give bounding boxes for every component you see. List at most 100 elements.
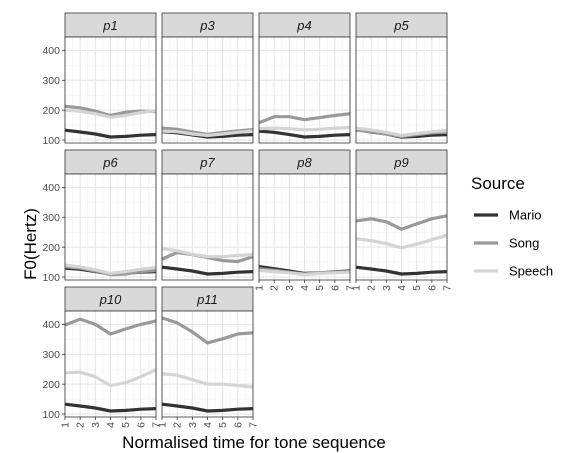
legend-label-mario: Mario <box>509 208 542 223</box>
series-line-speech <box>258 268 351 277</box>
x-tick-label: 2 <box>172 422 184 428</box>
facet-strip-label: p8 <box>296 155 312 170</box>
x-tick-label: 7 <box>248 422 260 428</box>
facet-strip-label: p3 <box>199 18 215 33</box>
x-tick-label: 7 <box>345 285 357 291</box>
x-tick-label: 5 <box>314 285 326 291</box>
x-tick-label: 2 <box>269 285 281 291</box>
panel-border <box>258 36 351 144</box>
facet-strip-label: p5 <box>393 18 409 33</box>
series-line-song <box>355 214 448 231</box>
y-tick-label: 400 <box>42 319 60 331</box>
facet-panel-p6: p6 100 200 300 400 <box>42 149 157 284</box>
facet-strip <box>355 149 448 175</box>
y-tick-label: 300 <box>42 349 60 361</box>
legend-label-speech: Speech <box>509 264 553 279</box>
series-line-song <box>258 112 351 125</box>
facet-strip-label: p4 <box>296 18 311 33</box>
panel-border <box>355 36 448 144</box>
facet-panel-p5: p5 <box>355 12 448 144</box>
x-tick-label: 6 <box>232 422 244 428</box>
facet-panel-p9: p9 1 2 3 4 5 6 7 <box>351 149 454 291</box>
facet-panel-p10: p10 100 200 300 400 1 2 3 4 5 6 7 <box>42 286 163 428</box>
legend: Source Mario Song Speech <box>471 174 553 279</box>
x-tick-label: 3 <box>187 422 199 428</box>
x-tick-label: 1 <box>254 285 266 291</box>
series-line-speech <box>258 125 351 132</box>
facet-strip <box>258 149 351 175</box>
facet-panel-p11: p11 1 2 3 4 5 6 7 <box>157 286 260 428</box>
x-tick-label: 4 <box>396 285 408 291</box>
x-tick-label: 1 <box>157 422 169 428</box>
series-line-mario <box>161 265 254 276</box>
series-line-mario <box>64 402 157 413</box>
y-tick-label: 400 <box>42 182 60 194</box>
x-tick-label: 7 <box>151 422 163 428</box>
series-line-mario <box>64 128 157 139</box>
x-tick-label: 7 <box>442 285 454 291</box>
facet-strip <box>258 12 351 38</box>
y-tick-label: 200 <box>42 242 60 254</box>
y-tick-label: 400 <box>42 45 60 57</box>
x-tick-label: 5 <box>120 422 132 428</box>
x-tick-label: 6 <box>135 422 147 428</box>
x-tick-label: 5 <box>411 285 423 291</box>
x-tick-label: 3 <box>90 422 102 428</box>
y-tick-label: 200 <box>42 379 60 391</box>
y-axis-title: F0(Hertz) <box>21 208 40 280</box>
y-tick-label: 300 <box>42 212 60 224</box>
y-tick-label: 100 <box>42 272 60 284</box>
series-line-speech <box>161 372 254 389</box>
series-line-speech <box>64 263 157 275</box>
series-line-speech <box>355 233 448 250</box>
series-line-mario <box>258 129 351 139</box>
facet-strip-label: p9 <box>393 155 408 170</box>
panel-border <box>64 36 157 144</box>
facet-strip <box>161 12 254 38</box>
x-tick-label: 6 <box>329 285 341 291</box>
legend-label-song: Song <box>509 236 539 251</box>
x-tick-label: 2 <box>366 285 378 291</box>
y-tick-label: 100 <box>42 135 60 147</box>
legend-title: Source <box>471 174 525 193</box>
panel-border <box>161 36 254 144</box>
x-tick-label: 4 <box>299 285 311 291</box>
series-line-mario <box>355 265 448 276</box>
x-tick-label: 1 <box>60 422 72 428</box>
facet-strip <box>64 149 157 175</box>
series-line-speech <box>64 108 157 119</box>
panel-border <box>161 173 254 281</box>
series-line-speech <box>64 368 157 388</box>
series-line-speech <box>161 247 254 259</box>
facet-strip-label: p11 <box>196 292 218 307</box>
y-tick-label: 200 <box>42 105 60 117</box>
panel-border <box>64 173 157 281</box>
x-axis-title: Normalised time for tone sequence <box>122 433 386 452</box>
x-tick-label: 5 <box>217 422 229 428</box>
x-tick-label: 1 <box>351 285 363 291</box>
facet-strip-label: p10 <box>99 292 122 307</box>
y-tick-label: 300 <box>42 75 60 87</box>
x-tick-label: 2 <box>75 422 87 428</box>
series-line-song <box>161 316 254 345</box>
facet-panel-p1: p1 100 200 300 400 <box>42 12 157 147</box>
facet-panel-p7: p7 <box>161 149 254 281</box>
facet-panel-p8: p8 1 2 3 4 5 6 7 <box>254 149 357 291</box>
x-tick-label: 4 <box>202 422 214 428</box>
facet-strip <box>64 12 157 38</box>
series-line-speech <box>161 129 254 138</box>
series-line-speech <box>355 126 448 138</box>
facet-strip-label: p1 <box>102 18 117 33</box>
facet-strip <box>161 149 254 175</box>
facet-panel-p3: p3 <box>161 12 254 144</box>
y-tick-label: 100 <box>42 409 60 421</box>
series-line-mario <box>161 402 254 413</box>
facet-strip-label: p6 <box>102 155 118 170</box>
facet-strip-label: p7 <box>199 155 215 170</box>
x-tick-label: 4 <box>105 422 117 428</box>
x-tick-label: 3 <box>284 285 296 291</box>
series-line-song <box>64 317 157 336</box>
x-tick-label: 3 <box>381 285 393 291</box>
